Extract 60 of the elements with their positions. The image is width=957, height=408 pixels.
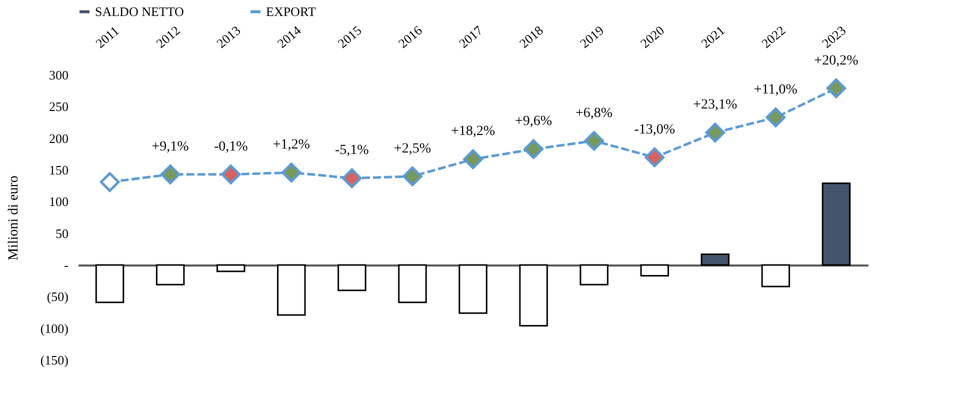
bar bbox=[277, 264, 306, 316]
point bbox=[402, 166, 422, 186]
point bbox=[826, 78, 846, 98]
point bbox=[766, 108, 786, 128]
point bbox=[100, 172, 120, 192]
bar bbox=[519, 264, 548, 327]
bar bbox=[338, 264, 366, 292]
bar bbox=[580, 264, 608, 286]
x-tick-label: 2012 bbox=[153, 22, 183, 51]
x-tick-label: 2022 bbox=[758, 22, 788, 51]
x-tick-label: 2020 bbox=[637, 22, 668, 51]
annotation: +23,1% bbox=[693, 98, 738, 113]
bar bbox=[95, 264, 124, 304]
y-tick-label: 50 bbox=[56, 226, 68, 241]
y-tick-label: 150 bbox=[49, 162, 68, 178]
x-tick-label: 2013 bbox=[214, 22, 244, 51]
annotation: -13,0% bbox=[634, 122, 676, 138]
x-tick-label: 2019 bbox=[576, 22, 606, 51]
legend-label: SALDO NETTO bbox=[95, 4, 184, 19]
annotation: +9,1% bbox=[152, 139, 190, 154]
bar bbox=[458, 264, 488, 314]
y-tick-label: 300 bbox=[49, 68, 68, 82]
point bbox=[584, 130, 604, 151]
bar bbox=[216, 264, 246, 272]
y-tick-label: 200 bbox=[49, 130, 68, 146]
point bbox=[705, 122, 726, 143]
annotation: +6,8% bbox=[576, 106, 613, 121]
y-tick-label: (150) bbox=[40, 352, 68, 368]
annotation: +20,2% bbox=[814, 53, 859, 68]
annotation: -5,1% bbox=[335, 143, 370, 158]
y-axis-title: Milioni di euro bbox=[6, 176, 22, 260]
annotation: +1,2% bbox=[272, 138, 310, 153]
y-tick-label: (100) bbox=[40, 320, 68, 336]
point bbox=[342, 168, 362, 188]
bar bbox=[700, 253, 730, 266]
bar bbox=[822, 182, 851, 266]
x-tick-label: 2011 bbox=[92, 22, 122, 51]
bar bbox=[156, 264, 185, 286]
bar bbox=[398, 264, 427, 304]
legend-label: EXPORT bbox=[266, 4, 316, 19]
annotation: +2,5% bbox=[394, 141, 432, 156]
x-tick-label: 2021 bbox=[698, 22, 728, 51]
y-tick-label: (50) bbox=[46, 289, 68, 304]
x-tick-label: 2018 bbox=[516, 22, 546, 51]
annotation: +11,0% bbox=[754, 82, 798, 98]
point bbox=[281, 162, 302, 182]
point bbox=[160, 164, 180, 184]
point bbox=[220, 164, 241, 184]
annotation: +18,2% bbox=[450, 124, 496, 140]
point bbox=[524, 139, 544, 160]
bar bbox=[761, 264, 790, 288]
annotation: +9,6% bbox=[515, 114, 552, 130]
x-tick-label: 2023 bbox=[819, 22, 849, 51]
bar bbox=[640, 264, 669, 277]
annotation: -0,1% bbox=[214, 139, 248, 154]
point bbox=[463, 149, 483, 170]
point bbox=[644, 147, 665, 168]
y-tick-label: - bbox=[64, 258, 68, 272]
y-tick-label: 250 bbox=[49, 99, 68, 114]
y-tick-label: 100 bbox=[49, 194, 68, 210]
